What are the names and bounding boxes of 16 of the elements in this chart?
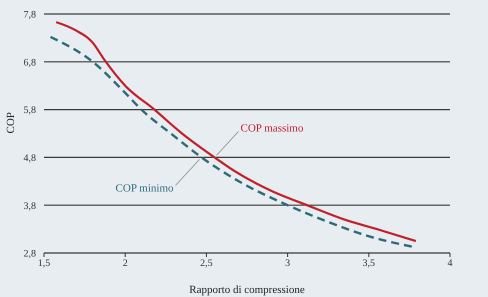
y-tick-label: 2,8 (24, 248, 36, 260)
text: COP massimo (240, 122, 304, 134)
y-tick-label: 5,8 (24, 105, 36, 116)
y-tick-label: 4,8 (24, 152, 36, 164)
y-tick-label: 3,8 (24, 200, 36, 212)
x-tick-label: 3 (285, 258, 290, 270)
y-tick-label: 6,8 (24, 57, 36, 68)
x-tick-label: 2,5 (200, 258, 213, 270)
y-axis-title: COP (4, 112, 17, 134)
x-tick-label: 2 (122, 258, 128, 270)
x-tick-label: 1,5 (38, 258, 50, 270)
y-tick-label: 7,8 (24, 10, 36, 21)
text: COP minimo (116, 182, 174, 194)
x-tick-label: 4 (448, 258, 452, 270)
x-tick-label: 3,5 (362, 258, 376, 270)
x-axis-title: Rapporto di compressione (189, 284, 305, 296)
